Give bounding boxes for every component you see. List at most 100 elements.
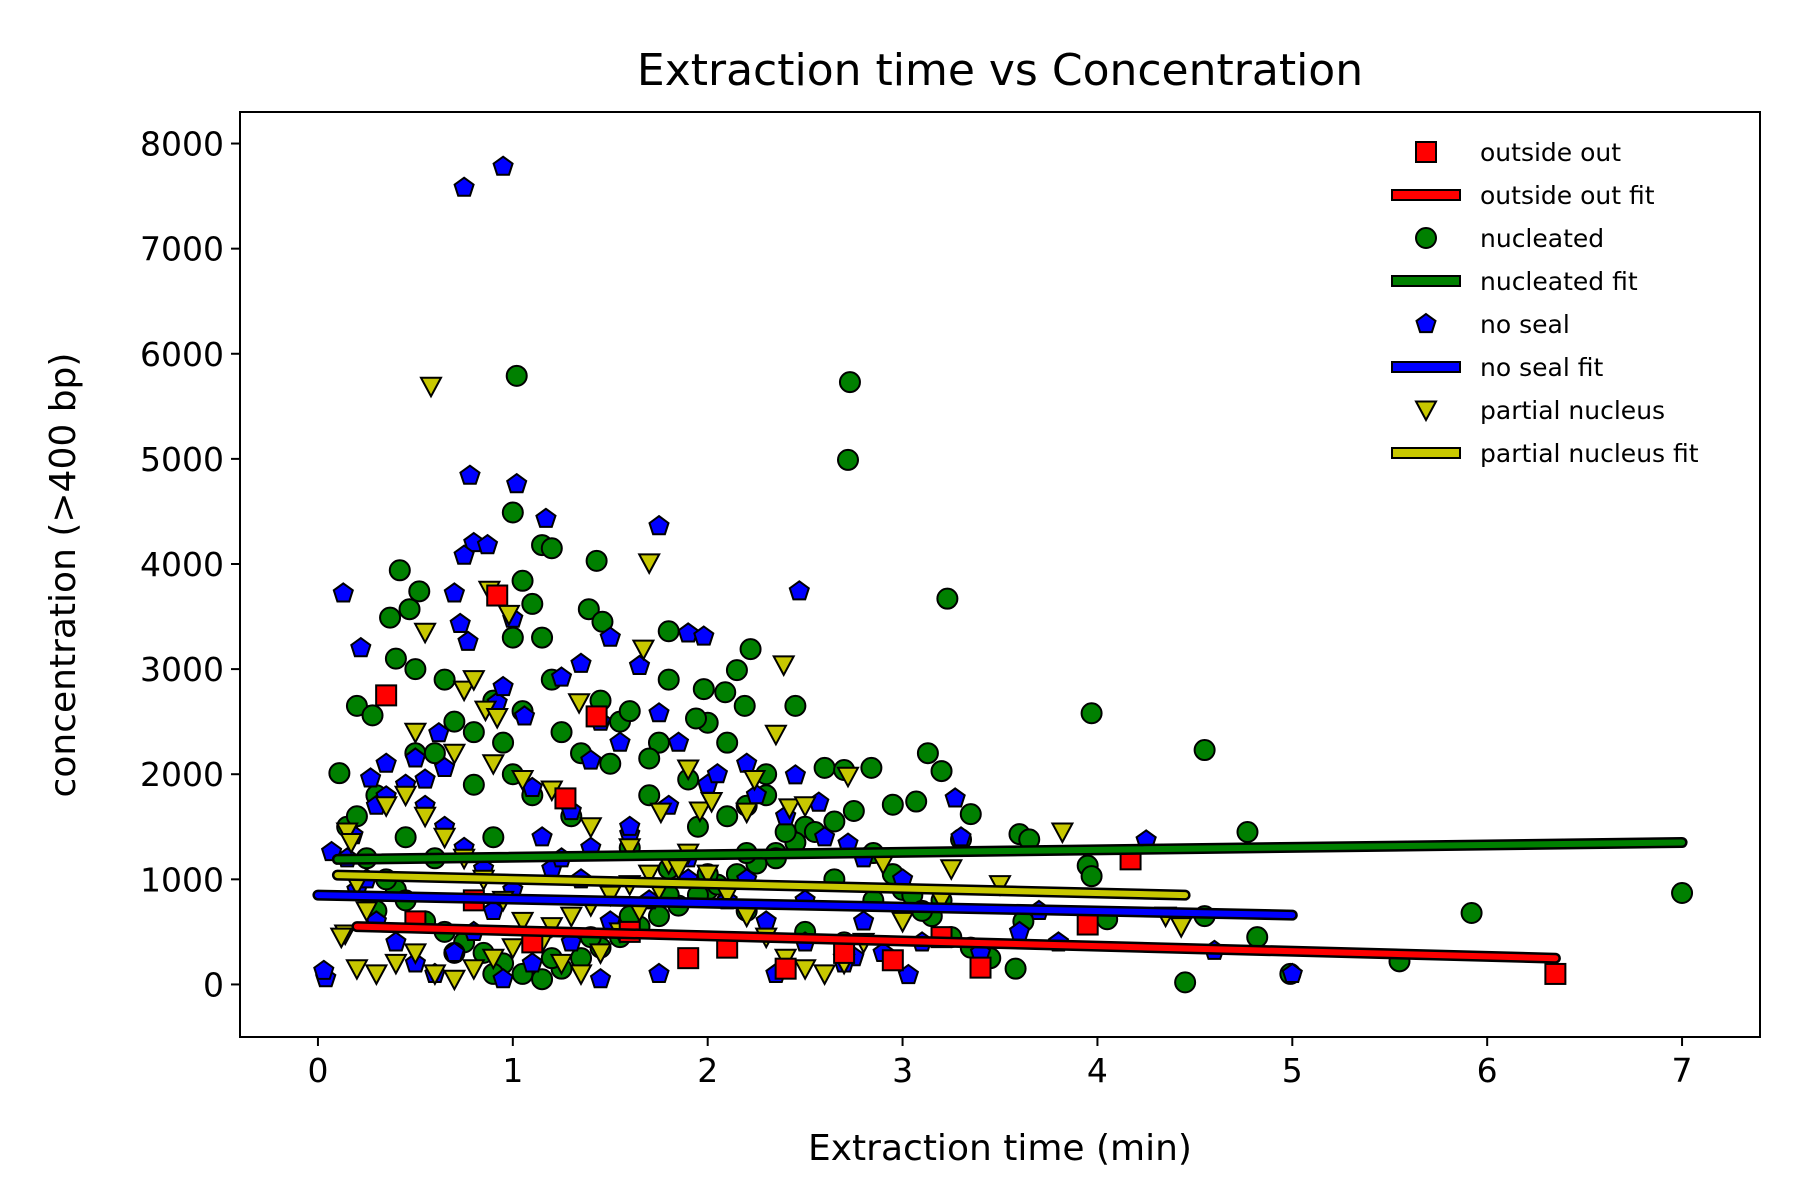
legend-swatch-line <box>1391 189 1461 201</box>
point-no-seal <box>359 767 382 788</box>
x-tick-label: 7 <box>1672 1051 1693 1090</box>
point-partial-nucleus <box>481 948 505 971</box>
point-partial-nucleus <box>812 964 837 987</box>
point-no-seal <box>706 762 729 784</box>
point-nucleated <box>905 790 928 813</box>
point-nucleated <box>462 773 485 796</box>
point-nucleated <box>1460 901 1483 924</box>
point-partial-nucleus <box>413 622 437 645</box>
point-partial-nucleus <box>890 911 915 934</box>
point-nucleated <box>423 742 446 765</box>
legend-swatch-marker <box>1415 312 1437 334</box>
point-nucleated <box>511 569 534 592</box>
point-partial-nucleus <box>355 901 379 924</box>
point-nucleated <box>462 721 485 744</box>
point-partial-nucleus <box>637 864 661 887</box>
line-partial-nucleus-fit <box>331 869 1191 901</box>
point-partial-nucleus <box>452 680 476 703</box>
point-nucleated <box>1174 971 1197 994</box>
point-no-seal <box>457 630 479 651</box>
point-partial-nucleus <box>374 796 398 818</box>
point-nucleated <box>482 826 505 849</box>
point-nucleated <box>540 537 563 560</box>
x-tick-label: 5 <box>1282 1051 1303 1090</box>
point-no-seal <box>784 764 807 785</box>
point-partial-nucleus <box>772 655 796 678</box>
point-nucleated <box>860 756 883 779</box>
point-no-seal <box>433 756 456 777</box>
x-tick-label: 1 <box>502 1051 523 1090</box>
point-nucleated <box>733 694 756 717</box>
point-partial-nucleus <box>497 604 521 627</box>
point-no-seal <box>521 952 543 973</box>
point-partial-nucleus <box>793 796 817 818</box>
legend-item-nucleated-fit: nucleated fit <box>1391 267 1638 296</box>
point-no-seal <box>619 815 641 836</box>
point-nucleated <box>638 784 661 807</box>
point-no-seal <box>531 826 553 847</box>
point-partial-nucleus <box>764 724 788 747</box>
legend-swatch-marker <box>1415 227 1437 249</box>
point-nucleated <box>1004 957 1027 980</box>
point-partial-nucleus <box>569 964 593 987</box>
point-partial-nucleus <box>549 953 574 976</box>
point-outside-out <box>677 947 700 970</box>
point-partial-nucleus <box>567 693 591 715</box>
point-partial-nucleus <box>423 964 447 987</box>
point-nucleated <box>692 678 715 701</box>
point-partial-nucleus <box>403 943 428 966</box>
point-no-seal <box>667 731 690 752</box>
point-nucleated <box>838 371 861 394</box>
point-partial-nucleus <box>442 969 467 992</box>
point-nucleated <box>492 731 515 754</box>
point-nucleated <box>531 626 554 649</box>
y-tick-label: 2000 <box>140 755 224 794</box>
point-outside-out <box>1076 913 1099 936</box>
legend: outside out outside out fit nucleated nucle… <box>1391 138 1699 468</box>
legend-item-outside-out: outside out <box>1415 138 1621 167</box>
point-nucleated <box>959 803 982 826</box>
point-partial-nucleus <box>939 859 963 881</box>
point-partial-nucleus <box>419 376 443 399</box>
line-nucleated-fit-stroke <box>334 839 1686 863</box>
point-no-seal <box>677 622 699 643</box>
point-partial-nucleus <box>329 927 353 950</box>
point-nucleated <box>591 610 614 633</box>
point-outside-out <box>375 684 398 707</box>
point-partial-nucleus <box>393 785 418 808</box>
point-outside-out <box>585 705 608 728</box>
point-no-seal <box>628 654 651 675</box>
point-partial-nucleus <box>339 833 363 855</box>
y-tick-label: 7000 <box>140 230 224 269</box>
point-nucleated <box>550 721 573 744</box>
point-nucleated <box>716 805 739 828</box>
point-nucleated <box>361 704 384 727</box>
point-outside-out <box>774 957 797 980</box>
plot-frame <box>239 111 1761 1038</box>
point-partial-nucleus <box>618 838 642 860</box>
point-partial-nucleus <box>631 639 656 662</box>
point-no-seal <box>813 826 836 847</box>
legend-swatch-line <box>1391 447 1461 459</box>
point-nucleated <box>1671 881 1694 904</box>
y-tick-label: 6000 <box>140 335 224 374</box>
point-partial-nucleus <box>559 906 583 929</box>
point-no-seal <box>375 752 397 773</box>
point-nucleated <box>881 793 904 816</box>
point-no-seal <box>414 768 436 789</box>
point-nucleated <box>531 968 554 991</box>
y-tick-label: 3000 <box>140 650 224 689</box>
point-partial-nucleus <box>442 743 467 766</box>
point-nucleated <box>657 668 680 691</box>
legend-label: outside out fit <box>1480 181 1655 210</box>
point-no-seal <box>443 582 466 603</box>
point-partial-nucleus <box>637 553 661 576</box>
point-nucleated <box>813 756 836 779</box>
point-no-seal <box>589 967 612 989</box>
y-axis-label: concentration (>400 bp) <box>43 353 84 798</box>
point-partial-nucleus <box>413 806 437 829</box>
point-no-seal <box>550 666 573 687</box>
point-partial-nucleus <box>403 722 428 745</box>
point-no-seal <box>535 507 557 528</box>
point-nucleated <box>784 694 807 717</box>
